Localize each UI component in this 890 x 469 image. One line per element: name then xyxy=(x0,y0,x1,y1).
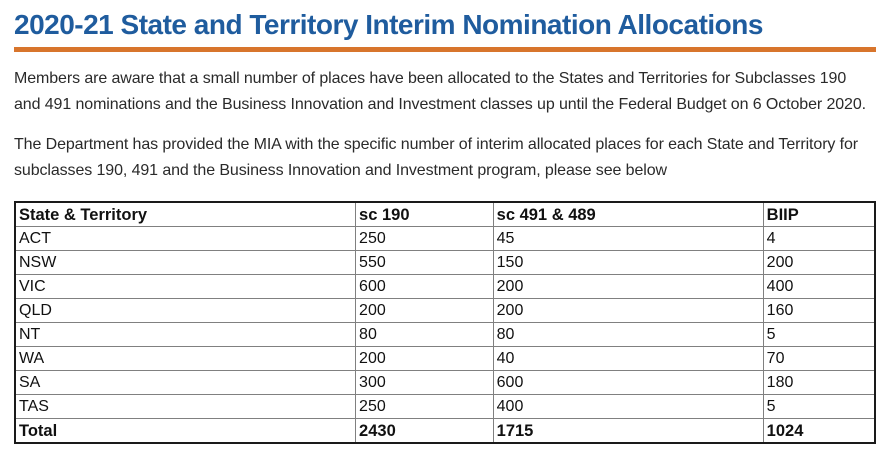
cell-biip: 200 xyxy=(762,250,876,275)
cell-state: VIC xyxy=(14,274,357,299)
cell-sc491: 600 xyxy=(492,370,764,395)
table-row-qld: QLD 200 200 160 xyxy=(14,298,876,323)
cell-biip: 400 xyxy=(762,274,876,299)
cell-state: WA xyxy=(14,346,357,371)
cell-biip: 5 xyxy=(762,322,876,347)
cell-biip: 180 xyxy=(762,370,876,395)
allocations-table: State & Territory sc 190 sc 491 & 489 BI… xyxy=(14,201,876,444)
col-header-sc190: sc 190 xyxy=(355,201,494,227)
col-header-state-territory: State & Territory xyxy=(14,201,357,227)
cell-sc491: 400 xyxy=(492,394,764,419)
cell-biip: 160 xyxy=(762,298,876,323)
table-row-act: ACT 250 45 4 xyxy=(14,226,876,251)
cell-total-biip: 1024 xyxy=(762,418,876,444)
detail-paragraph: The Department has provided the MIA with… xyxy=(14,136,859,179)
table-row-sa: SA 300 600 180 xyxy=(14,370,876,395)
title-divider-rule xyxy=(14,47,876,52)
col-header-biip: BIIP xyxy=(762,201,876,227)
table-row-vic: VIC 600 200 400 xyxy=(14,274,876,299)
cell-sc190: 550 xyxy=(355,250,494,275)
cell-state: NSW xyxy=(14,250,357,275)
cell-sc190: 250 xyxy=(355,394,494,419)
cell-total-sc491: 1715 xyxy=(492,418,764,444)
table-row-total: Total 2430 1715 1024 xyxy=(14,418,876,444)
cell-total-label: Total xyxy=(14,418,357,444)
cell-state: TAS xyxy=(14,394,357,419)
cell-sc491: 200 xyxy=(492,298,764,323)
cell-biip: 70 xyxy=(762,346,876,371)
cell-sc491: 150 xyxy=(492,250,764,275)
cell-biip: 5 xyxy=(762,394,876,419)
cell-sc491: 40 xyxy=(492,346,764,371)
cell-sc491: 200 xyxy=(492,274,764,299)
cell-sc190: 600 xyxy=(355,274,494,299)
cell-sc491: 80 xyxy=(492,322,764,347)
cell-sc190: 250 xyxy=(355,226,494,251)
cell-sc190: 300 xyxy=(355,370,494,395)
intro-paragraph: Members are aware that a small number of… xyxy=(14,70,866,113)
cell-state: QLD xyxy=(14,298,357,323)
cell-sc190: 200 xyxy=(355,346,494,371)
cell-state: SA xyxy=(14,370,357,395)
col-header-sc491-489: sc 491 & 489 xyxy=(492,201,764,227)
cell-sc491: 45 xyxy=(492,226,764,251)
cell-sc190: 80 xyxy=(355,322,494,347)
table-row-nt: NT 80 80 5 xyxy=(14,322,876,347)
cell-state: ACT xyxy=(14,226,357,251)
page-title: 2020-21 State and Territory Interim Nomi… xyxy=(14,9,763,40)
cell-biip: 4 xyxy=(762,226,876,251)
table-header-row: State & Territory sc 190 sc 491 & 489 BI… xyxy=(14,201,876,227)
cell-state: NT xyxy=(14,322,357,347)
table-row-tas: TAS 250 400 5 xyxy=(14,394,876,419)
table-row-wa: WA 200 40 70 xyxy=(14,346,876,371)
cell-total-sc190: 2430 xyxy=(355,418,494,444)
cell-sc190: 200 xyxy=(355,298,494,323)
table-row-nsw: NSW 550 150 200 xyxy=(14,250,876,275)
